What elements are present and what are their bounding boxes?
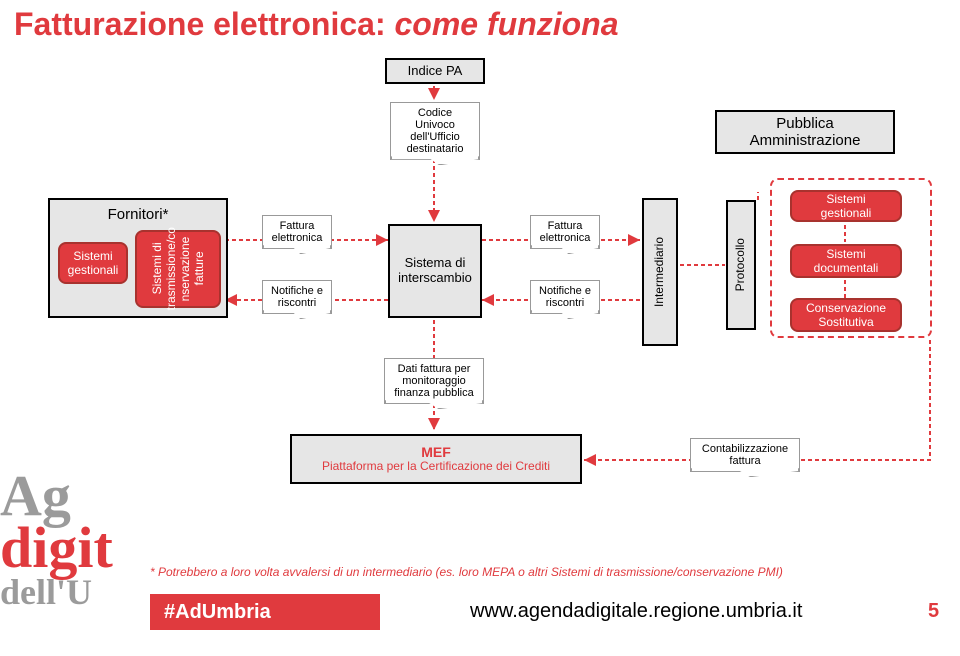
footer-hash: #AdUmbria: [164, 601, 271, 624]
codice-label: Codice Univoco dell'Ufficio destinatario: [407, 107, 464, 155]
box-pubblica-amministrazione: Pubblica Amministrazione: [715, 110, 895, 154]
page-title: Fatturazione elettronica: come funziona: [14, 6, 619, 43]
logo-line3: dell'U: [0, 572, 92, 612]
box-indice-pa: Indice PA: [385, 58, 485, 84]
box-mef: MEFPiattaforma per la Certificazione dei…: [290, 434, 582, 484]
tab-notifiche-l: Notifiche e riscontri: [262, 280, 332, 314]
sg-left-label: Sistemi gestionali: [68, 249, 119, 277]
footer-hash-bar: #AdUmbria: [150, 594, 380, 630]
pa-label: Pubblica Amministrazione: [750, 115, 861, 150]
sistemi-documentali-label: Sistemi documentali: [814, 247, 879, 275]
title-part2: come funziona: [395, 6, 619, 42]
redbox-sistemi-gestionali-left: Sistemi gestionali: [58, 242, 128, 284]
tab-contabilizzazione: Contabilizzazione fattura: [690, 438, 800, 472]
box-intermediario: Intermediario: [642, 198, 678, 346]
title-part1: Fatturazione elettronica:: [14, 6, 395, 42]
footnote-text: * Potrebbero a loro volta avvalersi di u…: [150, 565, 783, 579]
sistemi-trasm-label: Sistemi di trasmissione/co nservazione f…: [150, 227, 206, 310]
indice-pa-label: Indice PA: [408, 64, 463, 79]
notifiche-r-label: Notifiche e riscontri: [539, 285, 591, 309]
protocollo-label: Protocollo: [734, 238, 748, 291]
redbox-sistemi-documentali: Sistemi documentali: [790, 244, 902, 278]
logo-line2: digit: [0, 515, 113, 580]
tab-codice-univoco: Codice Univoco dell'Ufficio destinatario: [390, 102, 480, 160]
redbox-sistemi-trasmissione: Sistemi di trasmissione/co nservazione f…: [135, 230, 221, 308]
dati-fattura-label: Dati fattura per monitoraggio finanza pu…: [394, 363, 474, 399]
tab-dati-fattura: Dati fattura per monitoraggio finanza pu…: [384, 358, 484, 404]
footer-page: 5: [928, 600, 939, 622]
redbox-conservazione: Conservazione Sostitutiva: [790, 298, 902, 332]
mef-label: MEFPiattaforma per la Certificazione dei…: [322, 444, 550, 474]
notifiche-l-label: Notifiche e riscontri: [271, 285, 323, 309]
tab-fattura-l: Fattura elettronica: [262, 215, 332, 249]
footnote: * Potrebbero a loro volta avvalersi di u…: [150, 565, 940, 579]
tab-notifiche-r: Notifiche e riscontri: [530, 280, 600, 314]
sistema-interscambio-label: Sistema di interscambio: [398, 256, 472, 286]
contab-label: Contabilizzazione fattura: [702, 443, 788, 467]
intermediario-label: Intermediario: [653, 237, 667, 307]
fattura-l-label: Fattura elettronica: [272, 220, 323, 244]
sg-right-label: Sistemi gestionali: [821, 192, 872, 220]
redbox-sistemi-gestionali-right: Sistemi gestionali: [790, 190, 902, 222]
tab-fattura-r: Fattura elettronica: [530, 215, 600, 249]
footer-page-wrap: 5: [928, 600, 939, 623]
footer-url-wrap: www.agendadigitale.regione.umbria.it: [470, 600, 802, 623]
logo: Ag digit dell'U: [0, 470, 113, 610]
box-protocollo: Protocollo: [726, 200, 756, 330]
fornitori-label: Fornitori*: [108, 206, 169, 223]
box-sistema-interscambio: Sistema di interscambio: [388, 224, 482, 318]
footer-url: www.agendadigitale.regione.umbria.it: [470, 600, 802, 622]
conservazione-label: Conservazione Sostitutiva: [806, 301, 886, 329]
fattura-r-label: Fattura elettronica: [540, 220, 591, 244]
